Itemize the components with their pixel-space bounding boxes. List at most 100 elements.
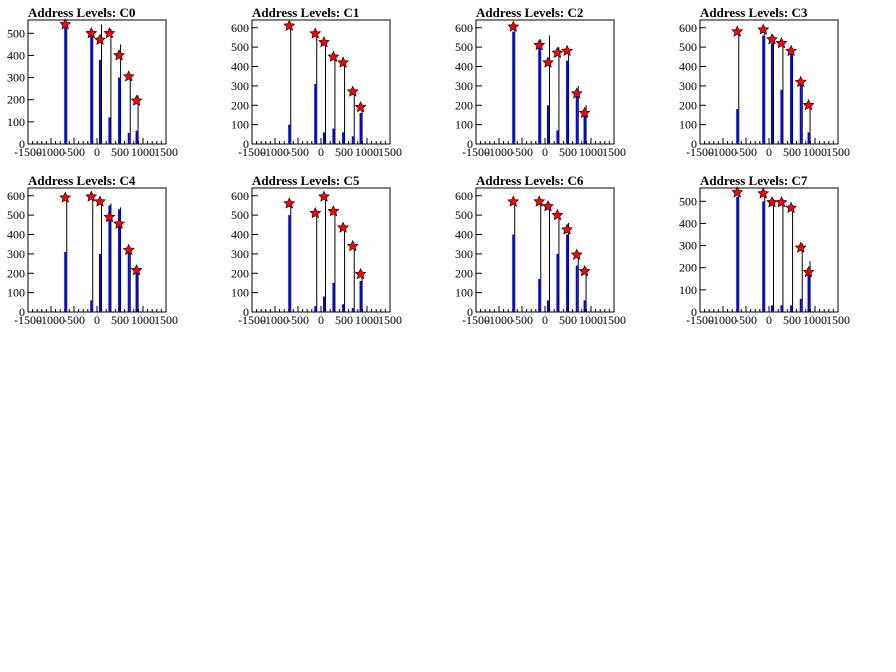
x-tick-label: 1500 [378, 145, 402, 159]
data-bar [332, 282, 335, 312]
y-tick-label: 600 [231, 21, 249, 35]
chart-panel-4: Address Levels: C4-1500-1000-500 0 500 1000… [7, 173, 178, 327]
data-bar [314, 306, 317, 312]
peak-star-icon [766, 33, 778, 45]
x-tick-label: -1500 [686, 145, 714, 159]
peak-star-icon [309, 27, 322, 39]
chart-title: Address Levels: C2 [476, 5, 583, 20]
peak-star-icon [59, 191, 72, 203]
data-bar [546, 105, 549, 144]
y-tick-label: 600 [455, 21, 473, 35]
x-tick-label: 500 [111, 313, 129, 327]
x-tick-label: -1500 [462, 313, 490, 327]
data-bar [762, 201, 765, 312]
peak-star-icon [130, 94, 143, 106]
y-tick-label: 600 [679, 21, 697, 35]
y-tick-label: 300 [7, 71, 25, 85]
chart-panel-7: Address Levels: C7-1500-1000-500 0 500 1000… [679, 173, 850, 327]
data-bar [546, 300, 549, 312]
data-bar [98, 253, 101, 312]
peak-star-icon [283, 197, 296, 209]
x-tick-label: 500 [783, 145, 801, 159]
peak-star-icon [130, 264, 143, 276]
chart-title: Address Levels: C7 [700, 173, 808, 188]
y-tick-label: 0 [19, 137, 25, 151]
peak-star-icon [794, 75, 807, 87]
y-tick-label: 300 [7, 247, 25, 261]
x-tick-label: 1500 [154, 313, 178, 327]
data-bar [127, 250, 130, 312]
x-tick-label: 1000 [355, 145, 379, 159]
peak-star-icon [122, 70, 135, 82]
data-bar [556, 253, 559, 312]
x-tick-label: 500 [335, 313, 353, 327]
data-bar [359, 281, 362, 312]
plot-frame [251, 19, 391, 145]
peak-star-icon [346, 239, 359, 252]
x-tick-label: 1500 [602, 145, 626, 159]
peak-star-icon [94, 33, 106, 45]
data-bar [332, 128, 335, 144]
data-bar [359, 113, 362, 144]
y-tick-label: 300 [455, 247, 473, 261]
y-tick-label: 100 [7, 115, 25, 129]
peak-star-icon [85, 27, 98, 39]
peak-star-icon [775, 37, 788, 49]
y-tick-label: 300 [455, 79, 473, 93]
peak-star-icon [731, 186, 744, 198]
peak-star-icon [59, 18, 72, 30]
chart-panel-5: Address Levels: C5-1500-1000-500 0 500 1000… [231, 173, 402, 327]
y-tick-label: 300 [231, 79, 249, 93]
y-tick-label: 600 [455, 189, 473, 203]
x-tick-label: -500 [287, 145, 309, 159]
data-bar [127, 132, 130, 144]
y-tick-label: 500 [679, 40, 697, 54]
data-bar [566, 60, 569, 144]
y-tick-label: 100 [455, 118, 473, 132]
peak-star-icon [785, 44, 797, 56]
data-bar [108, 205, 111, 312]
peak-star-icon [561, 223, 573, 235]
y-tick-label: 0 [243, 305, 249, 319]
data-bar [575, 95, 578, 144]
data-bar [322, 296, 325, 312]
x-tick-label: -1000 [261, 145, 289, 159]
x-tick-label: -500 [63, 145, 85, 159]
data-bar [583, 114, 586, 144]
y-tick-label: 500 [455, 40, 473, 54]
chart-panel-3: Address Levels: C3-1500-1000-500 0 500 1000… [679, 5, 850, 159]
x-tick-label: 1000 [131, 313, 155, 327]
peak-star-icon [533, 38, 546, 51]
chart-panel-2: Address Levels: C2-1500-1000-500 0 500 1000… [455, 5, 626, 159]
y-tick-label: 400 [679, 216, 697, 230]
data-bar [108, 117, 111, 144]
peak-star-icon [94, 195, 106, 207]
y-tick-label: 500 [231, 208, 249, 222]
data-bar [799, 298, 802, 312]
y-tick-label: 300 [231, 247, 249, 261]
x-tick-label: 0 [542, 145, 548, 159]
peak-star-icon [775, 196, 788, 208]
x-tick-label: 1000 [131, 145, 155, 159]
peak-star-icon [283, 19, 296, 31]
x-tick-label: -1500 [462, 145, 490, 159]
peak-star-icon [122, 243, 135, 255]
x-tick-label: 0 [94, 145, 100, 159]
x-tick-label: 1000 [579, 145, 603, 159]
peak-star-icon [551, 208, 564, 221]
peak-star-icon [507, 195, 520, 207]
y-tick-label: 400 [455, 228, 473, 242]
peak-star-icon [578, 106, 591, 118]
peak-star-icon [103, 27, 116, 39]
y-tick-label: 100 [231, 118, 249, 132]
x-tick-label: 500 [783, 313, 801, 327]
x-tick-label: 1000 [803, 145, 827, 159]
y-tick-label: 0 [19, 305, 25, 319]
peak-star-icon [561, 44, 573, 56]
y-tick-label: 200 [231, 98, 249, 112]
y-tick-label: 500 [7, 26, 25, 40]
y-tick-label: 600 [7, 189, 25, 203]
x-tick-label: 1000 [355, 313, 379, 327]
x-tick-label: -1000 [261, 313, 289, 327]
x-tick-label: -1500 [14, 145, 42, 159]
